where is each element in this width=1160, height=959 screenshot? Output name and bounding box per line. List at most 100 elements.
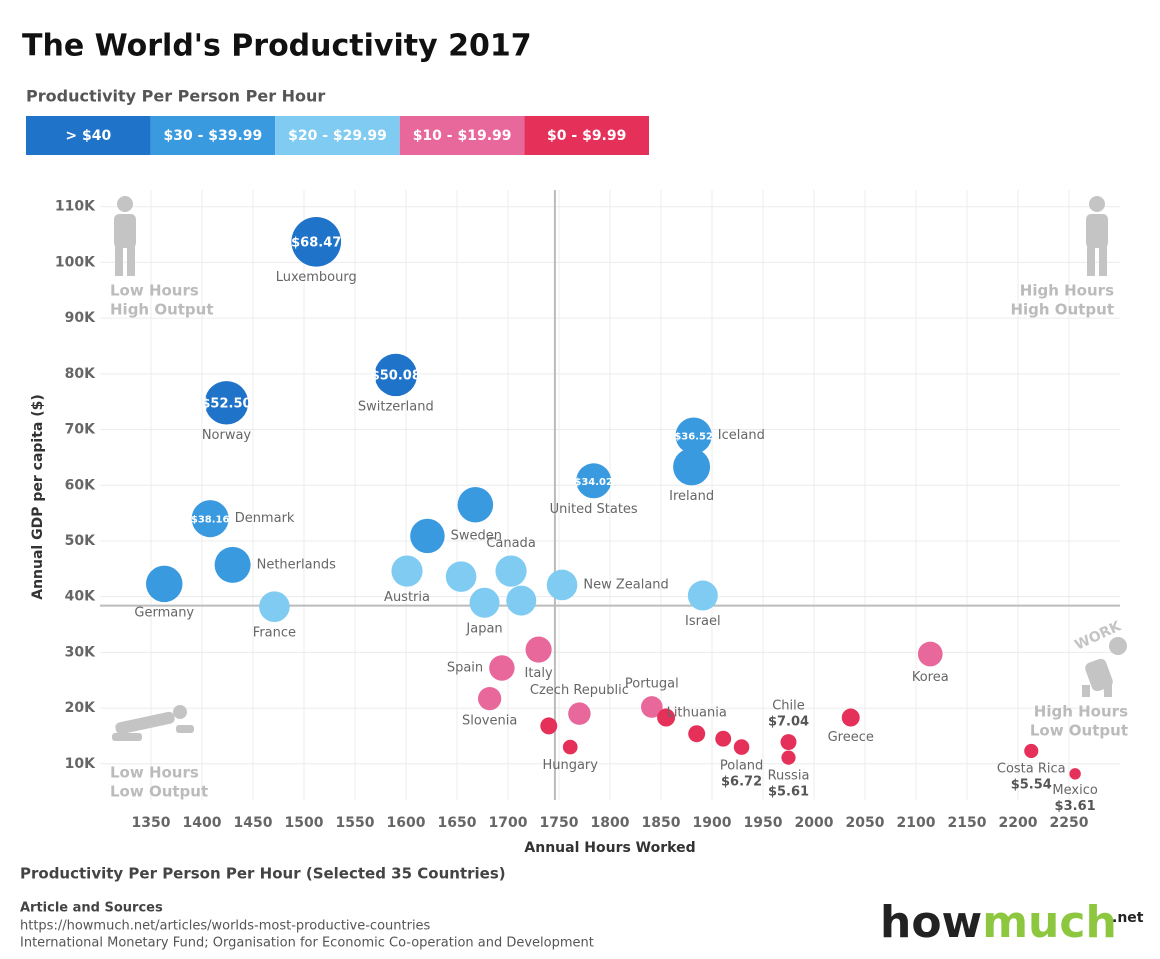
- value-label: $5.54: [1011, 778, 1052, 793]
- icon-bottom-left: [112, 705, 194, 741]
- bubble: [715, 730, 732, 747]
- country-label: Norway: [202, 428, 252, 443]
- chart-title: The World's Productivity 2017: [22, 29, 532, 64]
- quadrant-label: Low Output: [1030, 722, 1128, 740]
- legend-swatch: [26, 116, 151, 155]
- x-tick-label: 1850: [642, 815, 681, 831]
- bubble: [204, 381, 249, 425]
- x-tick-label: 1700: [489, 815, 528, 831]
- bubble: [733, 739, 750, 755]
- y-tick-label: 50K: [65, 533, 96, 549]
- country-label: United States: [550, 502, 638, 517]
- x-tick-label: 2000: [795, 815, 834, 831]
- country-label: Luxembourg: [276, 270, 357, 285]
- bubble: [214, 546, 251, 583]
- y-tick-label: 10K: [65, 756, 96, 772]
- bubble: [495, 555, 527, 587]
- country-label: Russia: [768, 768, 810, 783]
- country-label: Netherlands: [257, 557, 336, 572]
- bubble: [546, 569, 578, 601]
- bubble: [410, 518, 445, 554]
- bubble: [445, 561, 477, 592]
- legend-label: > $40: [65, 128, 111, 144]
- bubble: [506, 585, 537, 616]
- x-tick-label: 2050: [846, 815, 885, 831]
- legend-label: $10 - $19.99: [413, 128, 512, 144]
- x-tick-label: 1550: [336, 815, 375, 831]
- bubble: [568, 702, 591, 725]
- icon-top-left: [114, 196, 136, 276]
- quadrant-label: High Hours: [1020, 282, 1114, 300]
- country-label: Switzerland: [358, 400, 434, 415]
- y-tick-label: 20K: [65, 700, 96, 716]
- logo-part: how: [880, 897, 982, 948]
- bubble: [562, 739, 578, 755]
- x-tick-label: 1900: [693, 815, 732, 831]
- x-tick-label: 1750: [540, 815, 579, 831]
- bubble: [540, 717, 558, 735]
- x-tick-label: 1350: [132, 815, 171, 831]
- country-label: Austria: [384, 590, 430, 605]
- legend-swatch: [399, 116, 525, 155]
- country-label: Korea: [912, 670, 949, 685]
- quadrant-label: High Hours: [1034, 703, 1128, 721]
- x-tick-label: 2200: [999, 815, 1038, 831]
- bubble: [917, 641, 943, 667]
- country-label: Costa Rica: [997, 762, 1066, 777]
- logo-suffix: .net: [1112, 910, 1144, 926]
- legend-swatch: [524, 116, 649, 155]
- y-tick-label: 40K: [65, 589, 96, 605]
- bubble: [191, 500, 229, 538]
- country-label: France: [253, 625, 296, 640]
- y-tick-label: 80K: [65, 366, 96, 382]
- country-label: Hungary: [542, 758, 598, 773]
- bubble: [673, 448, 711, 486]
- x-tick-label: 1450: [234, 815, 273, 831]
- country-label: New Zealand: [583, 577, 668, 592]
- sources-url: https://howmuch.net/articles/worlds-most…: [20, 919, 431, 934]
- x-tick-label: 1650: [438, 815, 477, 831]
- bubble: [841, 708, 860, 727]
- bubble: [576, 463, 612, 499]
- bubble: [478, 686, 502, 711]
- country-label: Italy: [524, 666, 553, 681]
- bubble: [781, 750, 796, 765]
- country-label: Ireland: [669, 489, 714, 504]
- legend-label: $0 - $9.99: [547, 128, 626, 144]
- quadrant-label: Low Hours: [110, 764, 199, 782]
- bubble: [687, 580, 718, 611]
- value-label: $36.52: [674, 432, 713, 443]
- bubble: [291, 216, 342, 267]
- bubble: [688, 725, 706, 743]
- quadrant-label: Low Output: [110, 783, 208, 801]
- value-label: $68.47: [291, 235, 341, 250]
- bubble: [469, 587, 500, 618]
- value-label: $34.02: [574, 477, 613, 488]
- bubble: [525, 636, 552, 663]
- bubble: [657, 708, 676, 727]
- country-label: Canada: [486, 536, 535, 551]
- country-label: Mexico: [1052, 783, 1097, 798]
- bubble: [391, 555, 423, 587]
- x-tick-label: 2100: [897, 815, 936, 831]
- bubble: [1069, 768, 1081, 780]
- value-label: $7.04: [768, 715, 809, 730]
- sources-text: International Monetary Fund; Organisatio…: [20, 936, 594, 951]
- sources-heading: Article and Sources: [20, 901, 163, 916]
- bubble: [641, 696, 663, 718]
- logo: howmuch: [880, 897, 1117, 948]
- icon-top-right: [1086, 196, 1108, 276]
- bubble: [457, 487, 494, 523]
- y-tick-label: 60K: [65, 477, 96, 493]
- grid: [100, 190, 1120, 800]
- value-label: $50.08: [371, 368, 421, 383]
- country-label: Slovenia: [462, 714, 517, 729]
- bubble: [259, 591, 290, 622]
- value-label: $3.61: [1055, 799, 1096, 814]
- x-tick-label: 1800: [591, 815, 630, 831]
- y-tick-label: 30K: [65, 644, 96, 660]
- quadrant-label: High Output: [1010, 301, 1114, 319]
- value-label: $6.72: [721, 774, 762, 789]
- value-label: $5.61: [768, 784, 809, 799]
- x-axis-label: Annual Hours Worked: [524, 840, 695, 856]
